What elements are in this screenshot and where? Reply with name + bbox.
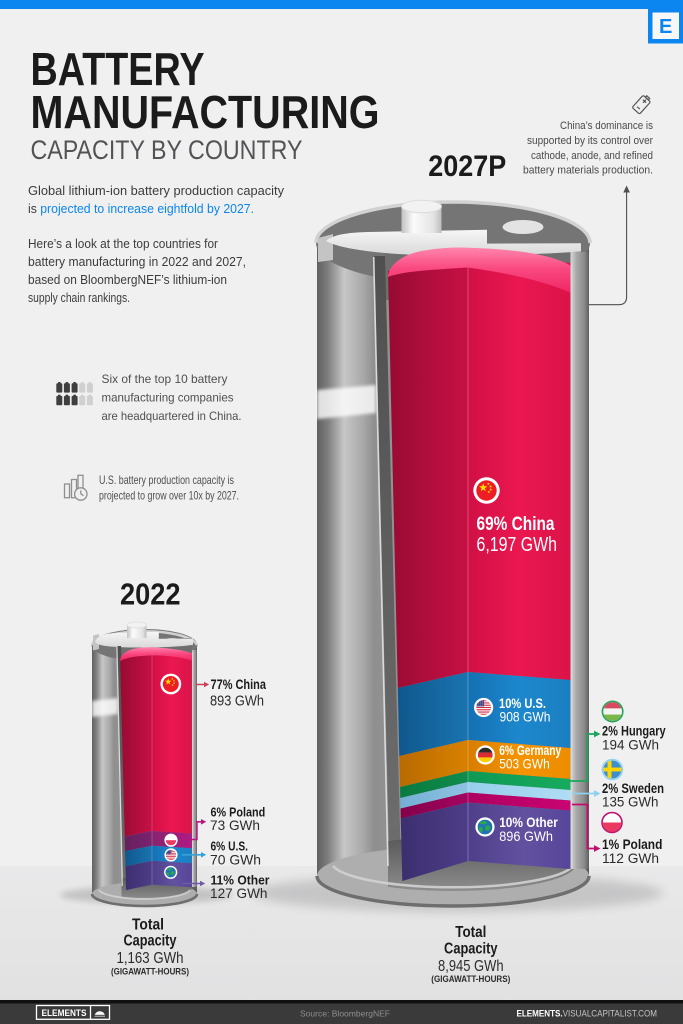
- svg-text:China’s dominance is: China’s dominance is: [560, 120, 653, 132]
- svg-text:battery manufacturing in 2022: battery manufacturing in 2022 and 2027,: [28, 254, 246, 269]
- svg-text:70 GWh: 70 GWh: [210, 852, 261, 868]
- svg-text:893 GWh: 893 GWh: [210, 693, 264, 710]
- svg-text:CAPACITY BY COUNTRY: CAPACITY BY COUNTRY: [31, 135, 303, 165]
- svg-text:2% Hungary: 2% Hungary: [602, 723, 666, 739]
- svg-text:6% Germany: 6% Germany: [499, 742, 561, 758]
- svg-text:E: E: [659, 16, 672, 38]
- svg-text:6% U.S.: 6% U.S.: [211, 839, 249, 854]
- svg-text:Source: BloombergNEF: Source: BloombergNEF: [300, 1009, 390, 1019]
- svg-text:908 GWh: 908 GWh: [500, 709, 551, 725]
- svg-text:MANUFACTURING: MANUFACTURING: [31, 86, 380, 138]
- svg-text:77% China: 77% China: [211, 676, 267, 692]
- svg-text:127 GWh: 127 GWh: [210, 885, 268, 901]
- svg-text:is projected to increase eight: is projected to increase eightfold by 20…: [28, 201, 254, 216]
- svg-text:ELEMENTS: ELEMENTS: [42, 1008, 87, 1019]
- svg-text:194 GWh: 194 GWh: [602, 737, 659, 753]
- svg-text:2% Sweden: 2% Sweden: [602, 780, 664, 796]
- svg-text:2027P: 2027P: [428, 150, 506, 183]
- svg-text:6% Poland: 6% Poland: [211, 804, 266, 819]
- svg-text:112 GWh: 112 GWh: [602, 850, 659, 866]
- svg-text:Total: Total: [132, 917, 164, 934]
- svg-text:projected to grow over 10x by: projected to grow over 10x by 2027.: [99, 489, 239, 503]
- svg-text:6,197 GWh: 6,197 GWh: [477, 534, 558, 556]
- svg-text:supported by its control over: supported by its control over: [527, 135, 653, 147]
- svg-text:Capacity: Capacity: [444, 941, 498, 958]
- svg-text:based on BloombergNEF’s lithiu: based on BloombergNEF’s lithium-ion: [28, 272, 227, 287]
- svg-text:Global lithium-ion battery pro: Global lithium-ion battery production ca…: [28, 183, 285, 198]
- svg-text:(GIGAWATT-HOURS): (GIGAWATT-HOURS): [431, 974, 510, 984]
- svg-text:10% Other: 10% Other: [499, 814, 558, 830]
- svg-text:manufacturing companies: manufacturing companies: [102, 391, 234, 405]
- svg-text:135 GWh: 135 GWh: [602, 794, 659, 810]
- svg-text:ELEMENTS.VISUALCAPITALIST.COM: ELEMENTS.VISUALCAPITALIST.COM: [517, 1009, 658, 1020]
- svg-text:1,163 GWh: 1,163 GWh: [117, 950, 184, 967]
- svg-text:896 GWh: 896 GWh: [499, 828, 553, 844]
- svg-text:73 GWh: 73 GWh: [210, 817, 260, 833]
- svg-text:(GIGAWATT-HOURS): (GIGAWATT-HOURS): [111, 967, 189, 977]
- svg-text:Here’s a look at the top count: Here’s a look at the top countries for: [28, 236, 219, 251]
- svg-text:BATTERY: BATTERY: [31, 43, 205, 95]
- svg-text:cathode, anode, and refined: cathode, anode, and refined: [531, 150, 653, 162]
- svg-text:battery materials production.: battery materials production.: [523, 165, 653, 177]
- svg-text:are headquartered in China.: are headquartered in China.: [102, 409, 242, 423]
- svg-text:1% Poland: 1% Poland: [602, 836, 662, 852]
- svg-text:Total: Total: [455, 924, 486, 941]
- svg-text:10% U.S.: 10% U.S.: [499, 695, 546, 711]
- svg-text:11% Other: 11% Other: [211, 873, 270, 888]
- svg-text:8,945 GWh: 8,945 GWh: [438, 958, 504, 975]
- svg-text:U.S. battery production capaci: U.S. battery production capacity is: [99, 473, 234, 487]
- svg-text:503 GWh: 503 GWh: [499, 756, 550, 772]
- svg-text:Six of the top 10 battery: Six of the top 10 battery: [102, 372, 228, 386]
- svg-text:supply chain rankings.: supply chain rankings.: [28, 290, 130, 305]
- svg-text:Capacity: Capacity: [124, 933, 177, 950]
- svg-text:69% China: 69% China: [477, 514, 555, 535]
- svg-text:2022: 2022: [120, 577, 181, 612]
